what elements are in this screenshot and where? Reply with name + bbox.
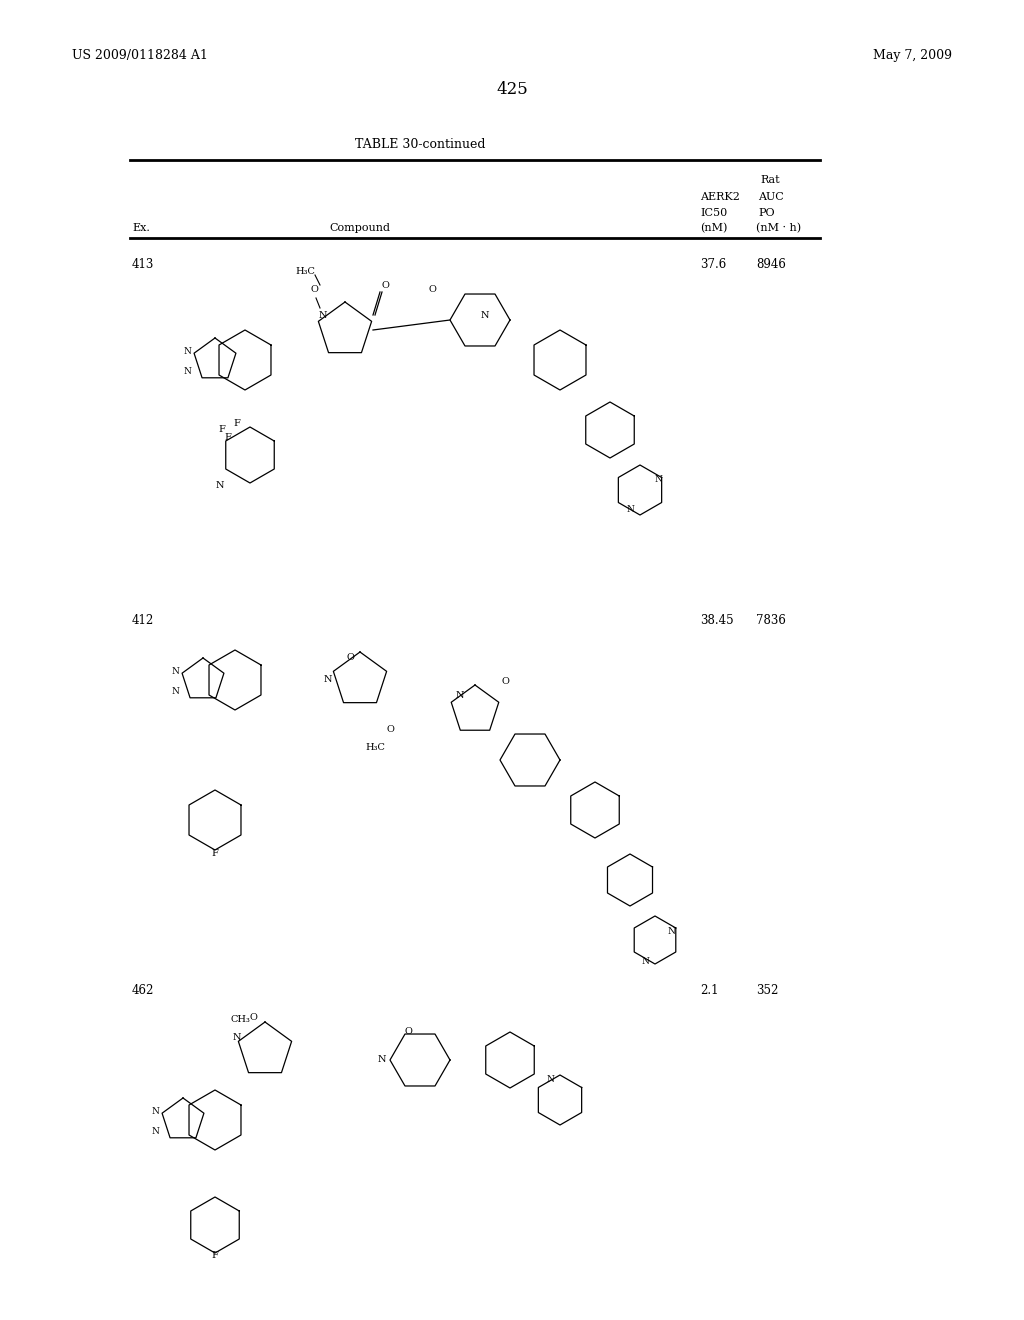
Text: N: N (216, 480, 224, 490)
Text: N: N (171, 668, 179, 676)
Text: May 7, 2009: May 7, 2009 (873, 49, 952, 62)
Text: H₃C: H₃C (295, 268, 314, 276)
Text: O: O (501, 677, 509, 686)
Text: 413: 413 (132, 259, 155, 272)
Text: O: O (310, 285, 317, 294)
Text: N: N (654, 475, 662, 484)
Text: N: N (152, 1107, 159, 1117)
Text: N: N (546, 1076, 554, 1085)
Text: N: N (456, 690, 464, 700)
Text: 2.1: 2.1 (700, 983, 719, 997)
Text: 462: 462 (132, 983, 155, 997)
Text: N: N (171, 688, 179, 697)
Text: 352: 352 (756, 983, 778, 997)
Text: F: F (212, 1250, 218, 1259)
Text: 412: 412 (132, 614, 155, 627)
Text: (nM · h): (nM · h) (756, 223, 801, 234)
Text: O: O (249, 1014, 257, 1023)
Text: TABLE 30-continued: TABLE 30-continued (354, 139, 485, 152)
Text: F: F (233, 418, 241, 428)
Text: Compound: Compound (330, 223, 390, 234)
Text: (nM): (nM) (700, 223, 727, 234)
Text: N: N (183, 347, 190, 356)
Text: PO: PO (758, 209, 774, 218)
Text: CH₃: CH₃ (230, 1015, 250, 1024)
Text: N: N (378, 1056, 386, 1064)
Text: H₃C: H₃C (366, 743, 385, 752)
Text: N: N (324, 676, 332, 685)
Text: N: N (152, 1127, 159, 1137)
Text: 425: 425 (496, 82, 528, 99)
Text: 7836: 7836 (756, 614, 785, 627)
Text: US 2009/0118284 A1: US 2009/0118284 A1 (72, 49, 208, 62)
Text: N: N (667, 928, 675, 936)
Text: O: O (381, 281, 389, 289)
Text: AUC: AUC (758, 191, 783, 202)
Text: N: N (626, 506, 634, 515)
Text: O: O (404, 1027, 412, 1036)
Text: F: F (218, 425, 225, 434)
Text: F: F (224, 433, 231, 442)
Text: N: N (318, 312, 328, 321)
Text: Rat: Rat (760, 176, 779, 185)
Text: N: N (183, 367, 190, 376)
Text: 8946: 8946 (756, 259, 785, 272)
Text: O: O (428, 285, 436, 294)
Text: AERK2: AERK2 (700, 191, 740, 202)
Text: N: N (232, 1034, 242, 1043)
Text: IC50: IC50 (700, 209, 727, 218)
Text: O: O (346, 653, 354, 663)
Text: O: O (386, 726, 394, 734)
Text: F: F (212, 849, 218, 858)
Text: Ex.: Ex. (132, 223, 150, 234)
Text: 37.6: 37.6 (700, 259, 726, 272)
Text: N: N (480, 310, 489, 319)
Text: N: N (641, 957, 649, 966)
Text: 38.45: 38.45 (700, 614, 733, 627)
